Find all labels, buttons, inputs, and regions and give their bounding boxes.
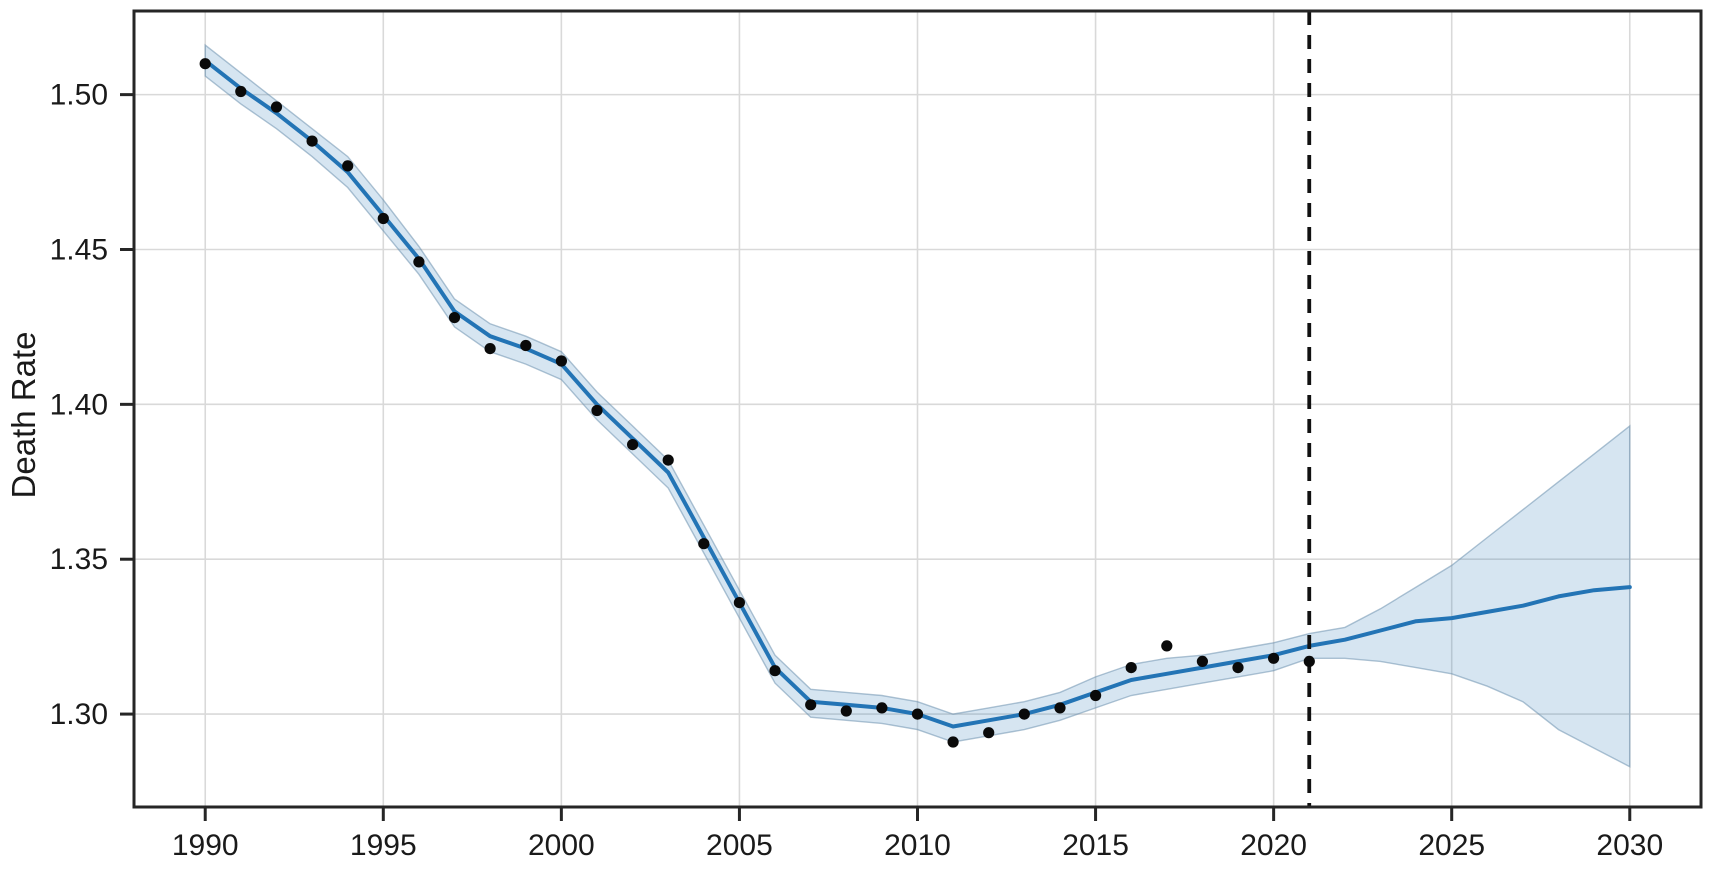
- observed-point: [377, 212, 389, 225]
- observed-point: [484, 343, 496, 355]
- observed-point: [591, 404, 603, 417]
- y-tick-label: 1.45: [50, 233, 108, 266]
- x-tick-label: 1995: [350, 829, 417, 862]
- observed-point: [1303, 655, 1315, 668]
- y-tick-label: 1.30: [50, 698, 108, 731]
- observed-point: [876, 702, 888, 714]
- y-axis-title: Death Rate: [5, 331, 42, 499]
- observed-point: [413, 256, 425, 268]
- observed-point: [1018, 708, 1030, 720]
- x-tick-label: 2025: [1418, 829, 1485, 862]
- observed-point: [555, 355, 568, 367]
- observed-point: [805, 699, 817, 711]
- observed-point: [1125, 662, 1137, 674]
- observed-point: [947, 736, 959, 748]
- observed-point: [342, 160, 354, 172]
- x-tick-label: 2030: [1596, 829, 1663, 862]
- observed-point: [235, 85, 247, 98]
- y-tick-label: 1.50: [50, 79, 108, 112]
- observed-point: [1161, 640, 1173, 652]
- observed-point: [199, 58, 211, 70]
- observed-point: [662, 454, 674, 466]
- x-tick-label: 2015: [1062, 829, 1129, 862]
- x-tick-label: 2010: [884, 829, 951, 862]
- observed-point: [911, 708, 924, 720]
- observed-point: [1232, 662, 1244, 674]
- observed-point: [270, 101, 283, 113]
- y-tick-label: 1.35: [50, 543, 108, 576]
- y-tick-label: 1.40: [50, 388, 108, 421]
- observed-point: [1054, 702, 1066, 714]
- observed-point: [733, 597, 746, 609]
- x-tick-label: 1990: [172, 829, 239, 862]
- observed-point: [448, 312, 461, 324]
- observed-point: [769, 665, 781, 677]
- x-tick-label: 2020: [1240, 829, 1307, 862]
- confidence-band: [204, 43, 1631, 768]
- observed-point: [306, 135, 318, 147]
- observed-point: [698, 538, 710, 550]
- observed-point: [983, 727, 995, 739]
- observed-point: [627, 439, 639, 451]
- x-tick-label: 2000: [528, 829, 595, 862]
- x-tick-label: 2005: [706, 829, 773, 862]
- observed-point: [520, 339, 532, 352]
- observed-point: [1268, 652, 1280, 664]
- observed-point: [1090, 689, 1102, 702]
- observed-point: [840, 705, 852, 717]
- observed-point: [1196, 655, 1208, 668]
